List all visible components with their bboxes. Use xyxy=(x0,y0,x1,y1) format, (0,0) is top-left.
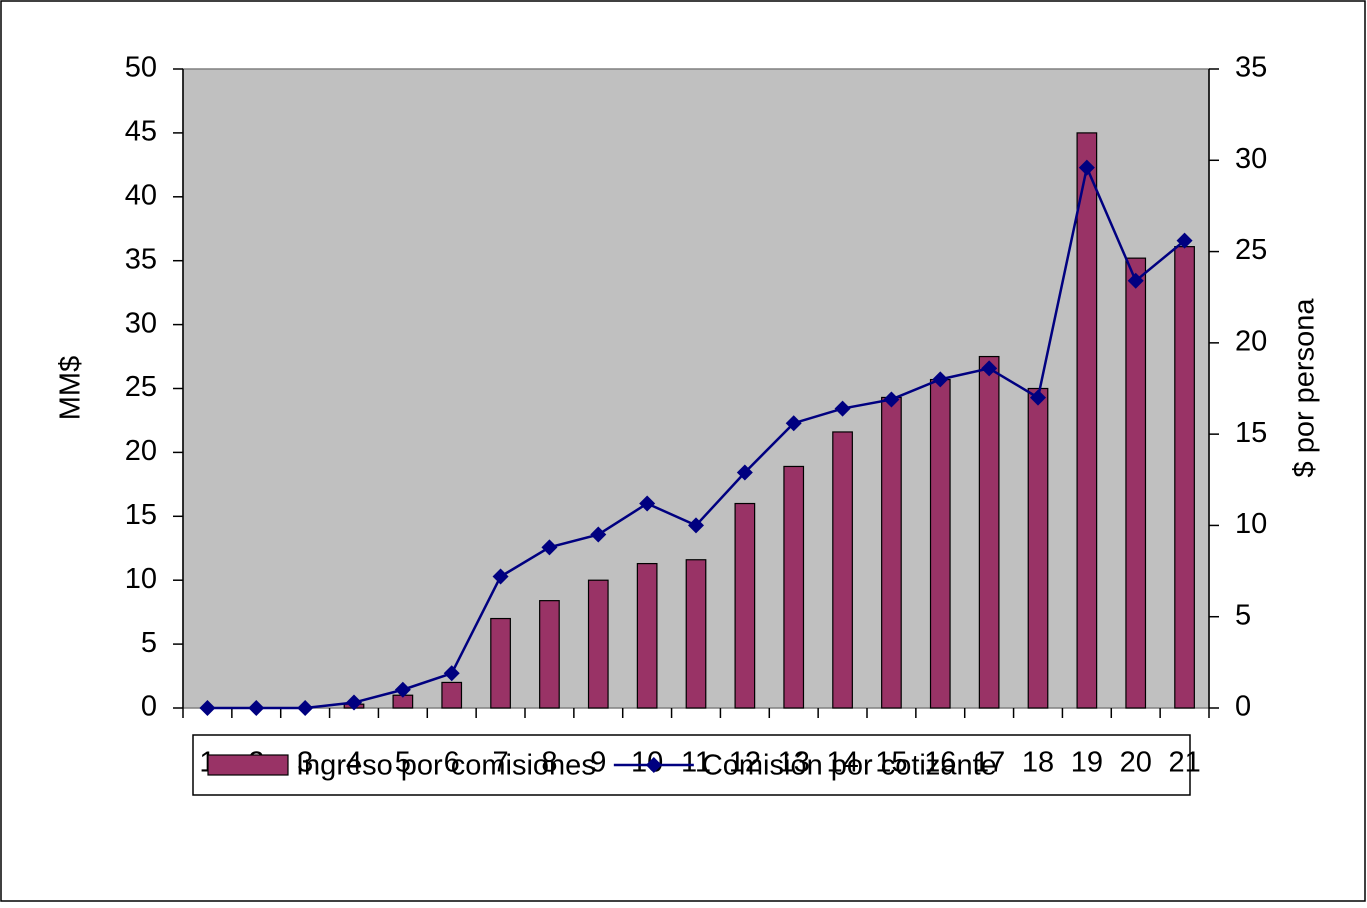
marker xyxy=(639,495,656,512)
bar xyxy=(978,355,1000,709)
x-tick-label: 6 xyxy=(444,747,460,779)
bar xyxy=(587,579,609,709)
marker xyxy=(1176,232,1193,249)
bar xyxy=(881,396,902,709)
x-tick-label: 11 xyxy=(681,747,711,779)
marker xyxy=(981,360,998,377)
x-tick-label: 18 xyxy=(1022,747,1054,779)
bar xyxy=(1027,387,1049,709)
bar xyxy=(929,378,951,709)
bar xyxy=(1125,257,1147,709)
x-tick-label: 17 xyxy=(973,747,1005,779)
y-axis-label: MM$ xyxy=(55,356,87,420)
y-tick-label: 25 xyxy=(125,371,157,403)
y-tick-label: 35 xyxy=(125,243,157,275)
y-tick-label: 40 xyxy=(125,179,157,211)
x-tick-label: 16 xyxy=(924,747,956,779)
marker xyxy=(883,391,900,408)
y-tick-label: 50 xyxy=(125,52,157,84)
marker xyxy=(541,539,558,556)
legend-marker xyxy=(645,757,662,773)
bar xyxy=(539,600,560,709)
marker xyxy=(248,700,265,716)
y2-tick-label: 0 xyxy=(1235,691,1251,723)
marker xyxy=(346,694,362,711)
y-tick-label: 20 xyxy=(125,435,157,467)
x-tick-label: 8 xyxy=(541,747,557,779)
x-tick-label: 4 xyxy=(346,747,362,779)
marker xyxy=(492,568,509,585)
marker xyxy=(297,700,314,716)
y-tick-label: 0 xyxy=(141,691,157,723)
x-tick-label: 7 xyxy=(493,747,509,779)
bar xyxy=(832,431,853,709)
y-tick-label: 30 xyxy=(125,307,157,339)
marker xyxy=(1078,159,1095,176)
x-tick-label: 13 xyxy=(778,747,810,779)
y2-tick-label: 20 xyxy=(1235,326,1267,358)
marker xyxy=(785,415,802,432)
bar xyxy=(636,562,658,709)
y-tick-label: 45 xyxy=(125,116,157,148)
marker xyxy=(932,371,949,388)
marker xyxy=(590,526,607,543)
y-tick-label: 10 xyxy=(125,563,157,595)
x-tick-label: 20 xyxy=(1120,747,1152,779)
y2-tick-label: 5 xyxy=(1235,599,1251,631)
bar xyxy=(441,681,463,709)
marker xyxy=(1127,272,1144,289)
y2-tick-label: 10 xyxy=(1235,508,1267,540)
marker xyxy=(1030,389,1046,406)
y-tick-label: 15 xyxy=(125,499,157,531)
marker xyxy=(394,681,411,698)
bar xyxy=(685,559,707,709)
legend-label: Comisión por cotizante xyxy=(702,750,997,782)
y2-tick-label: 15 xyxy=(1235,417,1267,449)
bar xyxy=(1174,246,1195,709)
y-tick-label: 5 xyxy=(141,627,157,659)
x-tick-label: 9 xyxy=(590,747,606,779)
marker xyxy=(736,464,753,481)
bar xyxy=(1076,132,1098,709)
y2-tick-label: 25 xyxy=(1235,234,1267,266)
bar xyxy=(734,502,756,709)
bar xyxy=(490,617,511,709)
x-tick-label: 12 xyxy=(729,747,761,779)
y2-axis-label: $ por persona xyxy=(1289,298,1321,478)
legend-label: Ingreso por comisiones xyxy=(296,750,596,782)
marker xyxy=(443,665,460,682)
y2-tick-label: 35 xyxy=(1235,52,1267,84)
x-tick-label: 3 xyxy=(297,747,313,779)
x-tick-label: 5 xyxy=(395,747,411,779)
y2-tick-label: 30 xyxy=(1235,143,1267,175)
marker xyxy=(834,400,851,417)
marker xyxy=(199,700,216,716)
x-tick-label: 15 xyxy=(875,747,907,779)
marker xyxy=(688,517,704,534)
x-tick-label: 19 xyxy=(1071,747,1103,779)
x-tick-label: 21 xyxy=(1168,747,1200,779)
x-tick-label: 14 xyxy=(826,747,858,779)
legend-swatch xyxy=(207,754,289,776)
bar xyxy=(783,465,805,709)
